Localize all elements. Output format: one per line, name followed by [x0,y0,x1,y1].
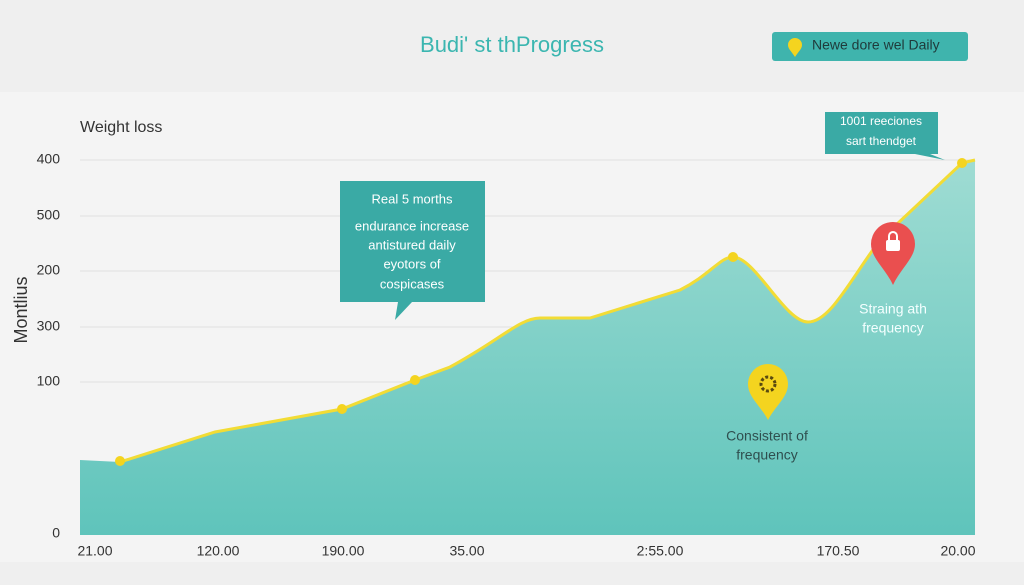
y-label: 300 [37,318,61,334]
point [115,456,125,466]
x-label: 190.00 [322,543,365,559]
marker-pin [871,222,915,285]
y-label: 200 [37,262,61,278]
point [410,375,420,385]
point [337,404,347,414]
marker-text: frequency [736,447,797,463]
y-label: 400 [37,151,61,167]
x-label: 2:55.00 [637,543,684,559]
title: Budi' st thProgress [420,32,604,57]
badge-text: Newe dore wel Daily [812,37,940,53]
lock-icon [886,240,900,251]
area [80,160,975,535]
x-label: 170.50 [817,543,860,559]
gear-icon [759,375,777,393]
x-label: 120.00 [197,543,240,559]
marker-text: Straing ath [859,301,927,317]
marker-text: frequency [862,320,923,336]
y-label: 100 [37,373,61,389]
lock-icon [888,231,898,240]
points [115,158,967,466]
point [957,158,967,168]
y-label: 0 [52,525,60,541]
badge [772,32,968,61]
point [728,252,738,262]
chart-label: Weight loss [80,119,162,136]
badge-icon [788,38,802,57]
callout-text: endurance increase [355,218,469,233]
callout-text: cospicases [380,276,445,291]
callout-text: antistured daily [368,237,456,252]
marker-text: Consistent of [726,428,808,444]
callout-text: 1001 reeciones [840,114,922,128]
x-label: 35.00 [449,543,484,559]
callout-text: eyotors of [383,256,440,271]
callout-box [825,112,945,160]
x-label: 20.00 [940,543,975,559]
callout-text: Real 5 morths [372,191,453,206]
y-label: 500 [37,207,61,223]
callout-text: sart thendget [846,134,917,148]
y-axis-title: Montlius [11,276,31,343]
x-label: 21.00 [77,543,112,559]
callout-box [340,181,485,320]
